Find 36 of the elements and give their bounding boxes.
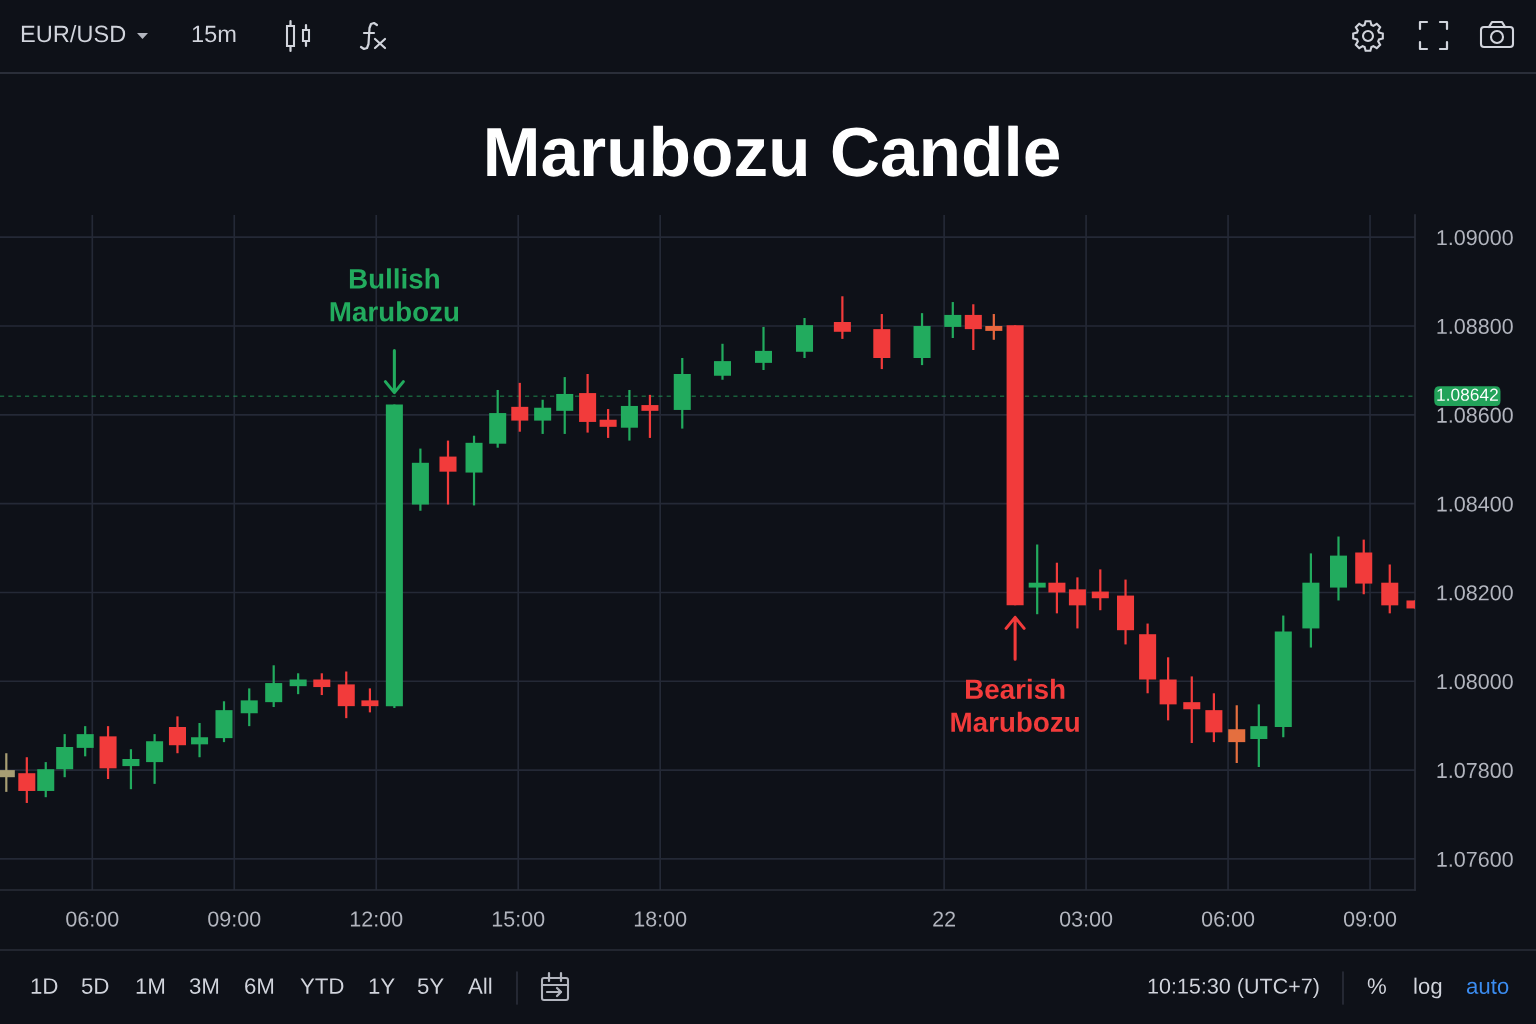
x-tick-label: 15:00 <box>492 911 545 927</box>
text: 5D <box>81 978 109 994</box>
text: 1M <box>136 978 165 994</box>
x-tick-label: 09:00 <box>208 911 261 927</box>
annotation: Bearish Marubozu <box>951 678 1079 733</box>
y-tick-label: 1.09000 <box>1437 229 1513 246</box>
annotation: Bullish Marubozu <box>330 268 459 322</box>
x-tick-label: 03:00 <box>1060 911 1113 927</box>
text: EUR/USD <box>21 25 126 43</box>
text: 1D <box>31 978 58 994</box>
x-tick-label: 09:00 <box>1343 911 1397 927</box>
text: 10:15:30 (UTC+7) <box>1148 977 1319 999</box>
text: 3M <box>189 978 219 994</box>
x-tick-label: 06:00 <box>66 911 119 927</box>
text: 6M <box>245 978 274 994</box>
x-tick-label: 12:00 <box>350 911 403 927</box>
x-tick-label: 18:00 <box>634 911 687 927</box>
text: YTD <box>300 978 344 994</box>
chart-title: Marubozu Candle <box>487 125 1060 177</box>
text: % <box>1367 978 1386 994</box>
y-tick-label: 1.08000 <box>1437 674 1513 690</box>
text: 15m <box>192 25 236 43</box>
y-tick-label: 1.08400 <box>1437 496 1513 512</box>
y-tick-label: 1.07600 <box>1437 851 1513 867</box>
text: 5Y <box>417 978 444 994</box>
text: log <box>1414 977 1442 999</box>
ref-line-label: 1.08642 <box>1437 388 1498 401</box>
x-tick-label: 22 <box>933 911 956 927</box>
x-tick-label: 06:00 <box>1201 911 1255 927</box>
text: 1Y <box>369 978 395 994</box>
y-tick-label: 1.08800 <box>1437 318 1513 335</box>
text: auto <box>1466 979 1509 994</box>
y-tick-label: 1.08600 <box>1437 407 1513 423</box>
y-tick-label: 1.08200 <box>1437 585 1513 601</box>
y-tick-label: 1.07800 <box>1437 762 1513 779</box>
text: All <box>468 977 492 994</box>
